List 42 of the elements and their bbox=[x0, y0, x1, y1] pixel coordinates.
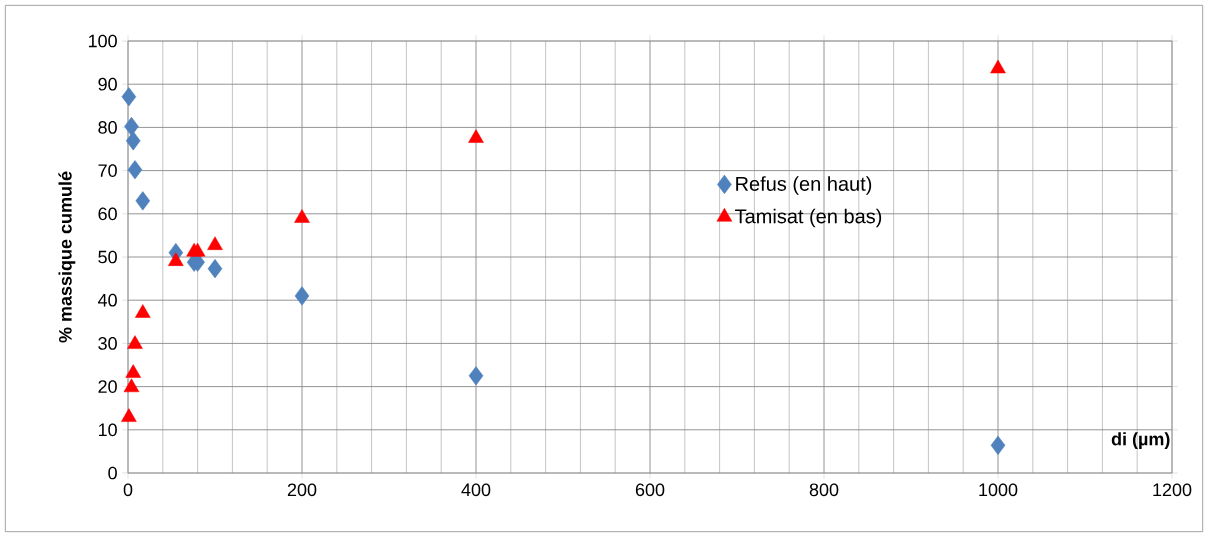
y-axis-title: % massique cumulé bbox=[58, 171, 76, 343]
y-tick-label: 100 bbox=[88, 34, 117, 48]
point bbox=[189, 242, 206, 257]
y-tick-label: 0 bbox=[108, 466, 117, 480]
y-tick-label: 40 bbox=[98, 293, 117, 307]
point bbox=[124, 116, 139, 137]
y-tick-label: 80 bbox=[98, 121, 117, 134]
y-tick-label: 50 bbox=[98, 250, 117, 264]
legend-label: Tamisat (en bas) bbox=[735, 208, 882, 228]
point bbox=[121, 408, 137, 422]
y-tick-label: 60 bbox=[98, 207, 117, 221]
point bbox=[468, 366, 484, 386]
point bbox=[207, 236, 223, 250]
point bbox=[123, 378, 140, 393]
legend-label: Refus (en haut) bbox=[736, 176, 872, 195]
x-tick-label: 400 bbox=[461, 483, 491, 497]
point bbox=[294, 209, 310, 223]
x-tick-label: 1000 bbox=[979, 483, 1018, 497]
point bbox=[294, 286, 310, 306]
x-tick-label: 600 bbox=[635, 483, 665, 497]
y-tick-label: 30 bbox=[98, 337, 117, 350]
y-tick-label: 10 bbox=[98, 423, 117, 437]
x-tick-label: 200 bbox=[287, 483, 317, 497]
point bbox=[168, 252, 184, 266]
x-tick-label: 1200 bbox=[1153, 483, 1192, 497]
x-tick-label: 800 bbox=[809, 483, 839, 497]
point bbox=[990, 435, 1006, 455]
point bbox=[121, 87, 137, 107]
y-tick-label: 20 bbox=[98, 380, 117, 393]
y-tick-label: 90 bbox=[98, 77, 117, 91]
point bbox=[207, 259, 223, 279]
x-tick-label: 0 bbox=[123, 483, 133, 497]
point bbox=[125, 364, 141, 378]
point bbox=[135, 191, 151, 211]
point bbox=[127, 335, 143, 349]
point bbox=[127, 160, 143, 180]
point bbox=[125, 131, 141, 151]
point bbox=[990, 59, 1006, 74]
y-tick-label: 70 bbox=[98, 164, 117, 177]
point bbox=[135, 304, 151, 318]
point bbox=[468, 129, 484, 143]
x-axis-title: di (µm) bbox=[1111, 432, 1170, 449]
